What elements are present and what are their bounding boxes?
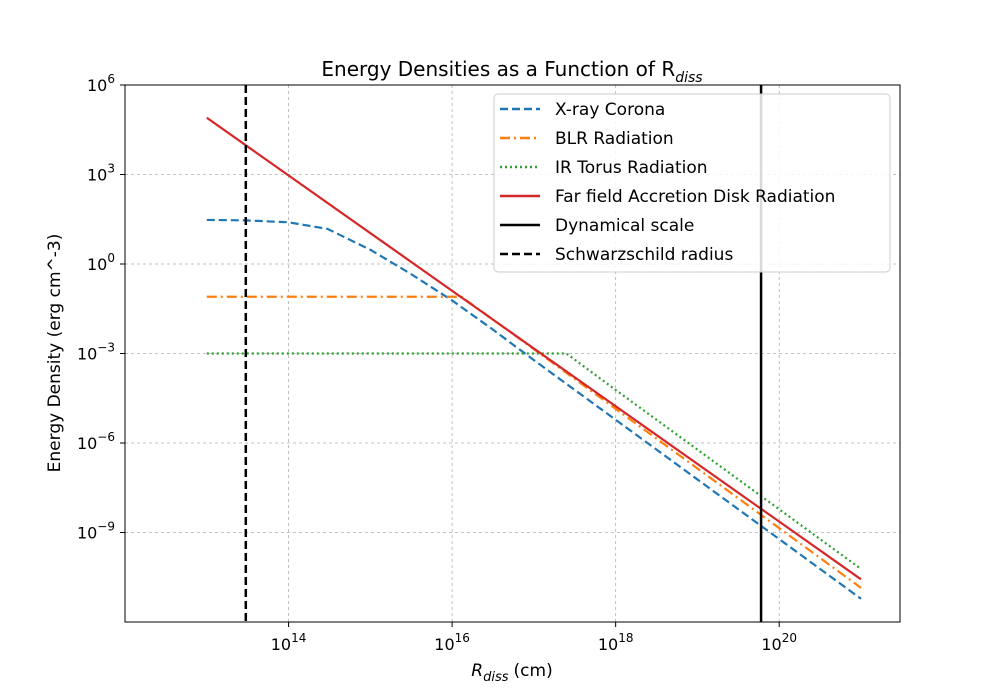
- x-tick-label: 1014: [271, 631, 307, 654]
- y-tick-label: 103: [87, 162, 115, 185]
- y-ticks: 106 103 100 10−3 10−6 10−9: [77, 72, 125, 543]
- x-tick-label: 1018: [598, 631, 634, 654]
- x-tick-label: 1020: [761, 631, 797, 654]
- series-line-2: [206, 352, 862, 570]
- legend-label-5: Schwarzschild radius: [555, 245, 733, 265]
- series-line-0: [206, 218, 862, 600]
- y-tick-label: 10−6: [77, 430, 115, 453]
- legend-label-3: Far field Accretion Disk Radiation: [555, 187, 835, 207]
- x-axis-label: Rdiss (cm): [471, 661, 552, 685]
- x-tick-label: 1016: [434, 631, 470, 654]
- legend-label-4: Dynamical scale: [555, 216, 694, 236]
- y-tick-label: 100: [87, 251, 115, 274]
- y-tick-label: 106: [87, 72, 115, 95]
- y-tick-label: 10−3: [77, 341, 115, 364]
- x-ticks: 1014 1016 1018 1020: [271, 622, 797, 654]
- y-tick-label: 10−9: [77, 520, 115, 543]
- legend-label-0: X-ray Corona: [555, 100, 665, 120]
- series-layer: [206, 85, 862, 622]
- series-line-3: [206, 116, 862, 581]
- legend-label-2: IR Torus Radiation: [555, 158, 708, 178]
- y-axis-label: Energy Density (erg cm^-3): [45, 234, 65, 473]
- legend: X-ray Corona BLR Radiation IR Torus Radiat…: [493, 93, 891, 273]
- legend-box: [493, 93, 891, 273]
- legend-label-1: BLR Radiation: [555, 129, 674, 149]
- chart-title: Energy Densities as a Function of Rdiss: [321, 57, 702, 86]
